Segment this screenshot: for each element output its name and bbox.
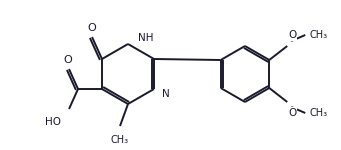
Text: HO: HO xyxy=(45,117,61,127)
Text: NH: NH xyxy=(138,33,153,43)
Text: N: N xyxy=(162,89,170,99)
Text: O: O xyxy=(64,55,72,65)
Text: O: O xyxy=(288,108,296,118)
Text: O: O xyxy=(288,30,296,40)
Text: CH₃: CH₃ xyxy=(111,135,129,145)
Text: CH₃: CH₃ xyxy=(309,30,327,40)
Text: O: O xyxy=(88,23,97,33)
Text: CH₃: CH₃ xyxy=(309,108,327,118)
